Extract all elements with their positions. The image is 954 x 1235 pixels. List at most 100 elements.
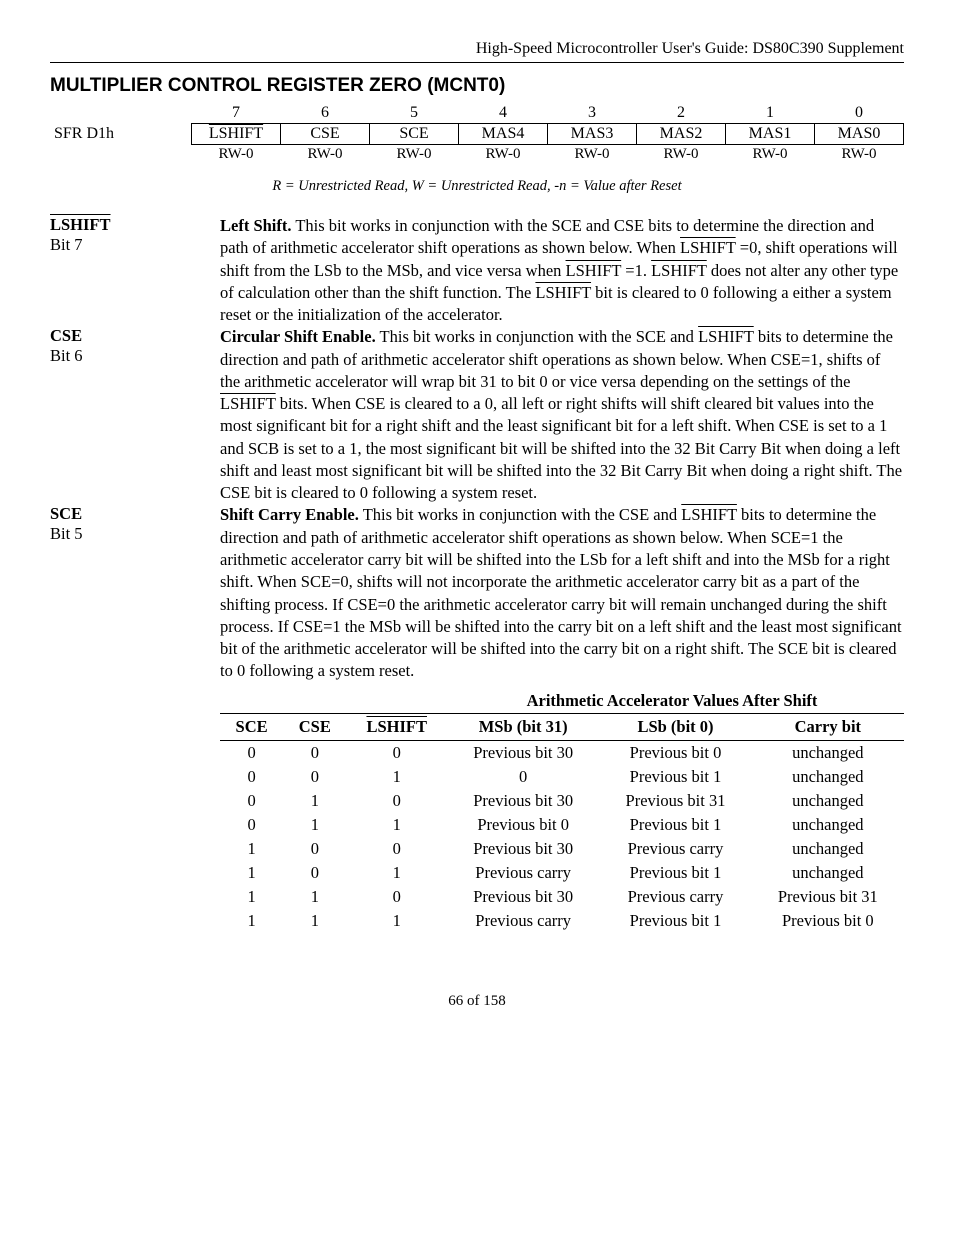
shift-cell: Previous bit 1 bbox=[599, 813, 751, 837]
shift-cell: 0 bbox=[283, 740, 346, 765]
rw-value: RW-0 bbox=[459, 145, 548, 165]
cse-name: CSE bbox=[50, 326, 82, 345]
shift-column-header: LSHIFT bbox=[346, 714, 447, 741]
doc-header: High-Speed Microcontroller User's Guide:… bbox=[50, 40, 904, 63]
shift-cell: 1 bbox=[220, 861, 283, 885]
shift-column-header: LSb (bit 0) bbox=[599, 714, 751, 741]
shift-cell: Previous carry bbox=[447, 861, 599, 885]
shift-cell: Previous bit 30 bbox=[447, 885, 599, 909]
shift-column-header: SCE bbox=[220, 714, 283, 741]
shift-cell: Previous bit 1 bbox=[599, 765, 751, 789]
bit-number: 3 bbox=[548, 103, 637, 124]
bit-name-cell: MAS2 bbox=[637, 124, 726, 145]
sce-name: SCE bbox=[50, 504, 82, 523]
shift-cell: unchanged bbox=[752, 765, 904, 789]
sfr-label: SFR D1h bbox=[50, 124, 192, 145]
shift-cell: 1 bbox=[346, 909, 447, 933]
bit-name-cell: SCE bbox=[370, 124, 459, 145]
shift-row: 000Previous bit 30Previous bit 0unchange… bbox=[220, 740, 904, 765]
shift-results-header: Arithmetic Accelerator Values After Shif… bbox=[440, 691, 904, 711]
shift-cell: unchanged bbox=[752, 740, 904, 765]
shift-cell: unchanged bbox=[752, 861, 904, 885]
shift-cell: 0 bbox=[346, 789, 447, 813]
bit-name-cell: MAS1 bbox=[726, 124, 815, 145]
bit-name-cell: LSHIFT bbox=[192, 124, 281, 145]
shift-cell: 1 bbox=[220, 885, 283, 909]
shift-cell: Previous bit 30 bbox=[447, 837, 599, 861]
cse-description: Circular Shift Enable. This bit works in… bbox=[220, 326, 904, 504]
shift-cell: 0 bbox=[283, 765, 346, 789]
shift-cell: 1 bbox=[346, 861, 447, 885]
bit-number: 0 bbox=[815, 103, 904, 124]
page-footer: 66 of 158 bbox=[50, 993, 904, 1010]
shift-cell: 1 bbox=[220, 909, 283, 933]
shift-cell: 0 bbox=[346, 885, 447, 909]
cse-bit: Bit 6 bbox=[50, 346, 83, 365]
bit-number: 4 bbox=[459, 103, 548, 124]
bit-name-row: SFR D1h LSHIFTCSESCEMAS4MAS3MAS2MAS1MAS0 bbox=[50, 124, 904, 145]
shift-cell: 1 bbox=[346, 813, 447, 837]
shift-cell: unchanged bbox=[752, 813, 904, 837]
rw-value: RW-0 bbox=[726, 145, 815, 165]
rw-value: RW-0 bbox=[281, 145, 370, 165]
section-title: MULTIPLIER CONTROL REGISTER ZERO (MCNT0) bbox=[50, 75, 904, 97]
shift-column-header: CSE bbox=[283, 714, 346, 741]
bit-number: 2 bbox=[637, 103, 726, 124]
rw-value: RW-0 bbox=[637, 145, 726, 165]
shift-row: 111Previous carryPrevious bit 1Previous … bbox=[220, 909, 904, 933]
bit-number-row: 76543210 bbox=[50, 103, 904, 124]
shift-cell: 1 bbox=[283, 789, 346, 813]
shift-column-header: MSb (bit 31) bbox=[447, 714, 599, 741]
shift-cell: Previous bit 31 bbox=[599, 789, 751, 813]
bit-number: 1 bbox=[726, 103, 815, 124]
rw-row: RW-0RW-0RW-0RW-0RW-0RW-0RW-0RW-0 bbox=[50, 145, 904, 165]
shift-cell: Previous bit 0 bbox=[752, 909, 904, 933]
shift-row: 101Previous carryPrevious bit 1unchanged bbox=[220, 861, 904, 885]
shift-row: 110Previous bit 30Previous carryPrevious… bbox=[220, 885, 904, 909]
legend-text: R = Unrestricted Read, W = Unrestricted … bbox=[50, 178, 904, 195]
shift-cell: 0 bbox=[447, 765, 599, 789]
shift-cell: 1 bbox=[283, 885, 346, 909]
shift-results-table: SCECSELSHIFTMSb (bit 31)LSb (bit 0)Carry… bbox=[220, 714, 904, 933]
bit-name-cell: MAS3 bbox=[548, 124, 637, 145]
shift-cell: 0 bbox=[220, 765, 283, 789]
shift-cell: 0 bbox=[220, 813, 283, 837]
bit-description-table: LSHIFT Bit 7 Left Shift. This bit works … bbox=[50, 215, 904, 683]
shift-cell: unchanged bbox=[752, 789, 904, 813]
rw-value: RW-0 bbox=[370, 145, 459, 165]
bit-number: 6 bbox=[281, 103, 370, 124]
sce-bit: Bit 5 bbox=[50, 524, 83, 543]
register-bit-table: 76543210 SFR D1h LSHIFTCSESCEMAS4MAS3MAS… bbox=[50, 103, 904, 164]
bit-number: 5 bbox=[370, 103, 459, 124]
bit-name-cell: CSE bbox=[281, 124, 370, 145]
shift-cell: Previous bit 1 bbox=[599, 909, 751, 933]
shift-cell: Previous carry bbox=[599, 885, 751, 909]
shift-cell: Previous carry bbox=[599, 837, 751, 861]
shift-cell: 0 bbox=[220, 740, 283, 765]
rw-value: RW-0 bbox=[548, 145, 637, 165]
lshift-description: Left Shift. This bit works in conjunctio… bbox=[220, 215, 904, 326]
shift-cell: Previous carry bbox=[447, 909, 599, 933]
rw-value: RW-0 bbox=[192, 145, 281, 165]
shift-cell: Previous bit 30 bbox=[447, 740, 599, 765]
shift-cell: 1 bbox=[220, 837, 283, 861]
shift-cell: 1 bbox=[346, 765, 447, 789]
shift-cell: 1 bbox=[283, 813, 346, 837]
rw-value: RW-0 bbox=[815, 145, 904, 165]
lshift-name: LSHIFT bbox=[50, 215, 111, 234]
shift-cell: 0 bbox=[283, 861, 346, 885]
shift-cell: 1 bbox=[283, 909, 346, 933]
lshift-bit: Bit 7 bbox=[50, 235, 83, 254]
bit-name-cell: MAS0 bbox=[815, 124, 904, 145]
shift-cell: 0 bbox=[283, 837, 346, 861]
shift-cell: unchanged bbox=[752, 837, 904, 861]
shift-cell: 0 bbox=[346, 740, 447, 765]
shift-cell: Previous bit 30 bbox=[447, 789, 599, 813]
shift-row: 100Previous bit 30Previous carryunchange… bbox=[220, 837, 904, 861]
shift-cell: Previous bit 0 bbox=[599, 740, 751, 765]
shift-cell: 0 bbox=[220, 789, 283, 813]
shift-cell: 0 bbox=[346, 837, 447, 861]
shift-cell: Previous bit 1 bbox=[599, 861, 751, 885]
shift-cell: Previous bit 0 bbox=[447, 813, 599, 837]
shift-cell: Previous bit 31 bbox=[752, 885, 904, 909]
